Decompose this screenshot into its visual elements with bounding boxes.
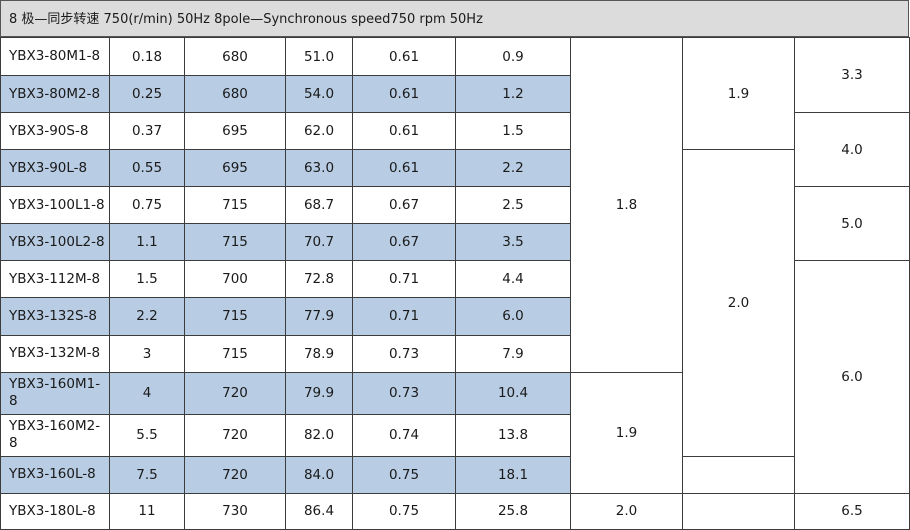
value-cell: 0.74 bbox=[352, 413, 456, 457]
value-cell: 730 bbox=[184, 492, 286, 530]
value-cell: 0.75 bbox=[109, 186, 185, 225]
value-cell: 715 bbox=[184, 223, 286, 262]
value-cell: 4 bbox=[109, 371, 185, 415]
model-cell: YBX3-90S-8 bbox=[0, 112, 110, 151]
value-cell: 720 bbox=[184, 455, 286, 494]
value-cell: 0.9 bbox=[455, 36, 571, 77]
value-cell: 695 bbox=[184, 149, 286, 188]
value-cell: 0.71 bbox=[352, 260, 456, 299]
value-cell: 2.2 bbox=[109, 297, 185, 336]
value-cell: 0.61 bbox=[352, 75, 456, 114]
value-cell: 1.2 bbox=[455, 75, 571, 114]
value-cell: 63.0 bbox=[285, 149, 353, 188]
value-cell: 5.5 bbox=[109, 413, 185, 457]
merged-value-cell: 4.0 bbox=[794, 112, 910, 188]
value-cell: 700 bbox=[184, 260, 286, 299]
value-cell: 79.9 bbox=[285, 371, 353, 415]
model-cell: YBX3-180L-8 bbox=[0, 492, 110, 530]
value-cell: 0.71 bbox=[352, 297, 456, 336]
value-cell: 86.4 bbox=[285, 492, 353, 530]
value-cell: 1.1 bbox=[109, 223, 185, 262]
table-title: 8 极—同步转速 750(r/min) 50Hz 8pole—Synchrono… bbox=[0, 0, 909, 37]
value-cell: 68.7 bbox=[285, 186, 353, 225]
merged-value-cell: 1.9 bbox=[570, 371, 683, 494]
value-cell: 77.9 bbox=[285, 297, 353, 336]
value-cell: 25.8 bbox=[455, 492, 571, 530]
value-cell: 0.75 bbox=[352, 455, 456, 494]
value-cell: 4.4 bbox=[455, 260, 571, 299]
model-cell: YBX3-80M1-8 bbox=[0, 36, 110, 77]
value-cell: 6.0 bbox=[455, 297, 571, 336]
model-cell: YBX3-100L2-8 bbox=[0, 223, 110, 262]
merged-value-cell: 1.9 bbox=[682, 36, 795, 151]
value-cell: 62.0 bbox=[285, 112, 353, 151]
value-cell: 0.67 bbox=[352, 186, 456, 225]
value-cell: 13.8 bbox=[455, 413, 571, 457]
value-cell: 51.0 bbox=[285, 36, 353, 77]
value-cell: 0.37 bbox=[109, 112, 185, 151]
value-cell: 54.0 bbox=[285, 75, 353, 114]
value-cell: 0.61 bbox=[352, 36, 456, 77]
model-cell: YBX3-132S-8 bbox=[0, 297, 110, 336]
value-cell: 720 bbox=[184, 413, 286, 457]
value-cell: 0.18 bbox=[109, 36, 185, 77]
value-cell: 2.5 bbox=[455, 186, 571, 225]
value-cell: 2.2 bbox=[455, 149, 571, 188]
value-cell: 0.67 bbox=[352, 223, 456, 262]
value-cell: 715 bbox=[184, 334, 286, 373]
value-cell: 3 bbox=[109, 334, 185, 373]
merged-value-cell: 6.5 bbox=[794, 492, 910, 530]
value-cell: 3.5 bbox=[455, 223, 571, 262]
model-cell: YBX3-132M-8 bbox=[0, 334, 110, 373]
value-cell: 82.0 bbox=[285, 413, 353, 457]
value-cell: 680 bbox=[184, 36, 286, 77]
value-cell: 680 bbox=[184, 75, 286, 114]
value-cell: 0.25 bbox=[109, 75, 185, 114]
value-cell: 0.55 bbox=[109, 149, 185, 188]
merged-value-cell: 5.0 bbox=[794, 186, 910, 262]
value-cell: 78.9 bbox=[285, 334, 353, 373]
value-cell: 84.0 bbox=[285, 455, 353, 494]
value-cell: 695 bbox=[184, 112, 286, 151]
value-cell: 0.61 bbox=[352, 149, 456, 188]
model-cell: YBX3-160L-8 bbox=[0, 455, 110, 494]
value-cell: 7.5 bbox=[109, 455, 185, 494]
value-cell: 7.9 bbox=[455, 334, 571, 373]
value-cell: 715 bbox=[184, 297, 286, 336]
value-cell: 0.73 bbox=[352, 371, 456, 415]
value-cell: 72.8 bbox=[285, 260, 353, 299]
model-cell: YBX3-100L1-8 bbox=[0, 186, 110, 225]
model-cell: YBX3-160M2-8 bbox=[0, 413, 110, 457]
merged-value-cell: 1.8 bbox=[570, 37, 683, 373]
value-cell: 0.73 bbox=[352, 334, 456, 373]
value-cell: 720 bbox=[184, 371, 286, 415]
value-cell: 1.5 bbox=[109, 260, 185, 299]
value-cell: 715 bbox=[184, 186, 286, 225]
merged-value-cell: 3.3 bbox=[794, 36, 910, 114]
value-cell: 10.4 bbox=[455, 371, 571, 415]
merged-value-cell: 6.0 bbox=[794, 260, 910, 494]
value-cell: 0.61 bbox=[352, 112, 456, 151]
model-cell: YBX3-90L-8 bbox=[0, 149, 110, 188]
value-cell: 0.75 bbox=[352, 492, 456, 530]
model-cell: YBX3-160M1-8 bbox=[0, 371, 110, 415]
merged-value-cell: 2.0 bbox=[570, 492, 683, 530]
model-cell: YBX3-80M2-8 bbox=[0, 75, 110, 114]
value-cell: 18.1 bbox=[455, 455, 571, 494]
value-cell: 70.7 bbox=[285, 223, 353, 262]
model-cell: YBX3-112M-8 bbox=[0, 260, 110, 299]
value-cell: 1.5 bbox=[455, 112, 571, 151]
value-cell: 11 bbox=[109, 492, 185, 530]
motor-spec-table: YBX3-80M1-8 0.18 680 51.0 0.61 0.9 1.8 1… bbox=[0, 36, 910, 530]
merged-value-cell: 2.0 bbox=[682, 149, 795, 457]
empty-cell bbox=[682, 492, 795, 530]
